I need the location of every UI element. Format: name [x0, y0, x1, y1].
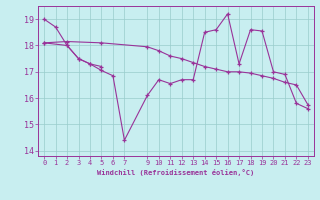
X-axis label: Windchill (Refroidissement éolien,°C): Windchill (Refroidissement éolien,°C) — [97, 169, 255, 176]
